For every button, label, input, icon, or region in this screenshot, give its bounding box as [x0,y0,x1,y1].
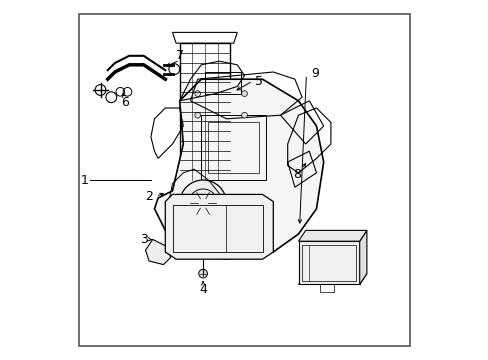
Bar [201,115,265,180]
Text: 1: 1 [80,174,88,186]
Polygon shape [298,241,359,284]
Text: 8: 8 [292,168,300,181]
Text: 6: 6 [121,96,129,109]
Text: 2: 2 [145,190,153,203]
Circle shape [197,198,208,209]
Text: 3: 3 [140,233,147,246]
Text: 5: 5 [254,75,263,87]
Bar [204,72,241,94]
Circle shape [194,112,200,118]
Bar [208,122,258,173]
Bar [179,43,230,180]
Bar [302,245,355,281]
Text: 4: 4 [199,283,206,296]
Circle shape [199,269,207,278]
Circle shape [179,180,226,227]
Polygon shape [145,239,170,265]
Polygon shape [298,230,366,241]
Circle shape [241,91,247,96]
Text: 9: 9 [310,67,318,80]
Text: 7: 7 [175,49,183,62]
Polygon shape [154,79,323,259]
Bar [320,284,334,292]
Bar [172,205,262,252]
Polygon shape [298,274,366,284]
Polygon shape [359,230,366,284]
Circle shape [194,91,200,96]
Polygon shape [165,194,273,259]
Circle shape [241,112,247,118]
